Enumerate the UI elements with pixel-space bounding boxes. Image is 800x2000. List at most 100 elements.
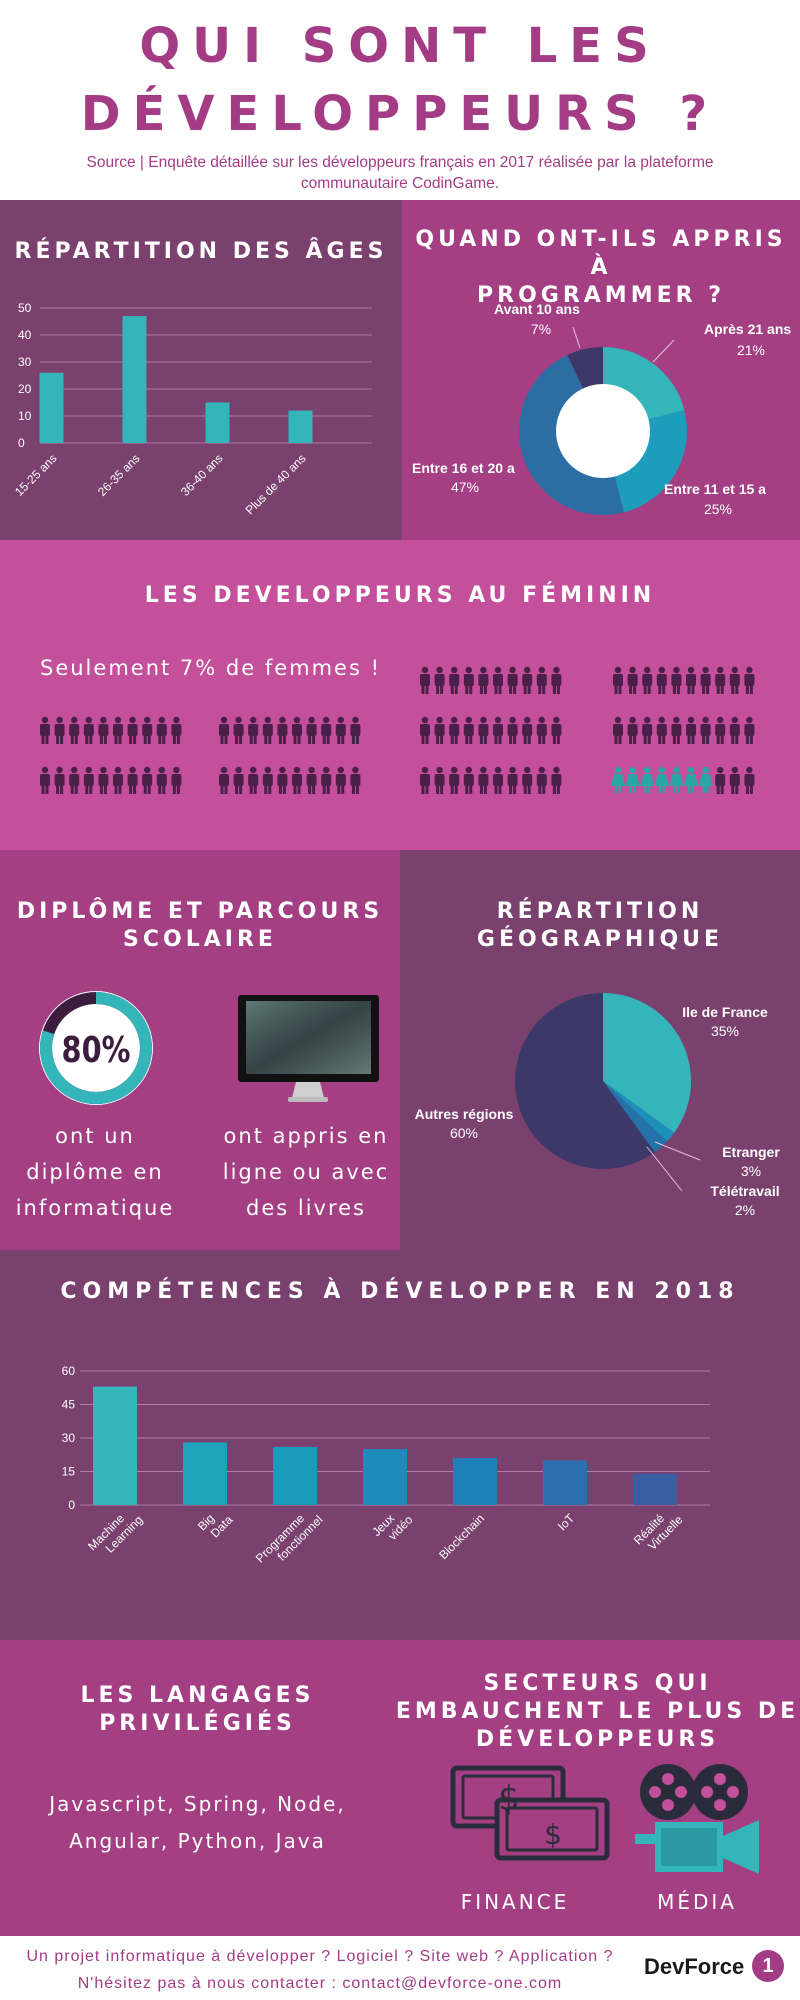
languages-panel: LES LANGAGES PRIVILÉGIÉS Javascript, Spr…	[0, 1640, 395, 1936]
skills-panel: COMPÉTENCES À DÉVELOPPER EN 2018 0 15 30 45…	[0, 1250, 800, 1640]
learning-text-line2: ligne ou avec	[222, 1160, 390, 1184]
money-icon: $ $	[450, 1765, 610, 1861]
skills-ytick: 30	[62, 1431, 76, 1445]
man-figure	[700, 716, 711, 744]
man-figure	[113, 766, 123, 794]
man-figure	[715, 716, 726, 744]
logo-badge: 1	[752, 1950, 784, 1982]
man-figure	[156, 716, 167, 744]
man-figure	[493, 716, 503, 744]
man-figure	[233, 766, 244, 794]
skills-title: COMPÉTENCES À DÉVELOPPER EN 2018	[60, 1279, 740, 1304]
man-figure	[522, 716, 533, 744]
label-autres: Autres régions	[415, 1106, 514, 1122]
languages-list: Javascript, Spring, Node, Angular, Pytho…	[0, 1786, 395, 1860]
man-figure	[98, 766, 109, 794]
man-figure	[292, 716, 302, 744]
women-title: LES DEVELOPPEURS AU FÉMININ	[144, 583, 656, 608]
sector-finance-label: FINANCE	[460, 1890, 570, 1914]
sectors-icons: $ $	[450, 1764, 759, 1874]
man-figure	[493, 766, 503, 794]
page-title-line1: QUI SONT LES	[139, 18, 661, 74]
man-figure	[277, 766, 288, 794]
ages-panel: RÉPARTITION DES ÂGES 0 10 20 30 40 50 15-25 an…	[0, 200, 402, 540]
man-figure	[292, 766, 302, 794]
skills-xtick: Blockchain	[436, 1511, 487, 1562]
man-figure	[434, 716, 445, 744]
geo-slice	[603, 1081, 675, 1142]
man-figure	[127, 716, 138, 744]
skills-xtick: IoT	[555, 1511, 578, 1534]
skills-ytick: 60	[62, 1364, 76, 1378]
ages-title: RÉPARTITION DES ÂGES	[14, 239, 388, 264]
man-figure	[449, 666, 460, 694]
man-figure	[156, 766, 167, 794]
sectors-title: SECTEURS QUI EMBAUCHENT LE PLUS DE DÉVEL…	[395, 1670, 800, 1754]
woman-figure	[669, 766, 684, 793]
man-figure	[478, 716, 489, 744]
diploma-text-line1: ont un	[55, 1124, 135, 1148]
man-figure	[350, 716, 361, 744]
label-11-15: Entre 11 et 15 a	[664, 481, 766, 497]
diploma-panel: DIPLÔME ET PARCOURS SCOLAIRE 80% ont un …	[0, 850, 400, 1250]
women-panel: LES DEVELOPPEURS AU FÉMININ Seulement 7%…	[0, 540, 800, 850]
ages-bar	[39, 372, 64, 443]
label-16-20: Entre 16 et 20 a	[412, 460, 515, 476]
man-figure	[98, 716, 109, 744]
man-figure	[40, 716, 50, 744]
geo-labels: Ile de France 35% Etranger 3% Télétravai…	[415, 1004, 781, 1218]
pct-idf: 35%	[711, 1023, 739, 1039]
man-figure	[262, 766, 273, 794]
leader-teletravail	[646, 1146, 683, 1192]
man-figure	[656, 716, 667, 744]
man-figure	[69, 766, 80, 794]
woman-figure	[654, 766, 669, 793]
ages-xtick: Plus de 40 ans	[243, 451, 309, 517]
diploma-text: ont un diplôme en informatique	[0, 1118, 190, 1226]
source-note: Source | Enquête détaillée sur les dével…	[20, 152, 780, 194]
skills-bar	[363, 1449, 407, 1505]
languages-title: LES LANGAGES PRIVILÉGIÉS	[0, 1682, 395, 1738]
progress-ring-center	[53, 1005, 139, 1091]
diploma-text-line3: informatique	[15, 1196, 175, 1220]
ages-bar-chart: 0 10 20 30 40 50 15-25 ans 26-35 ans 36-40 ans Pl…	[12, 301, 372, 517]
learn-title-line1: QUAND ONT-ILS APPRIS À	[415, 227, 787, 280]
learn-donut-chart: Avant 10 ans 7% Après 21 ans 21% Entre 1…	[412, 301, 791, 517]
geo-slice	[515, 993, 655, 1169]
geo-slice	[603, 1081, 668, 1153]
man-figure	[463, 716, 474, 744]
learn-panel: QUAND ONT-ILS APPRIS À PROGRAMMER ? Avan…	[402, 200, 800, 540]
man-figure	[434, 666, 445, 694]
sector-media-label: MÉDIA	[657, 1890, 737, 1914]
man-figure	[656, 666, 667, 694]
learn-title: QUAND ONT-ILS APPRIS À PROGRAMMER ?	[402, 226, 800, 310]
label-avant10: Avant 10 ans	[494, 301, 580, 317]
ages-ytick: 10	[18, 409, 32, 423]
skills-xtick: BigData	[195, 1503, 236, 1544]
languages-title-line1: LES LANGAGES	[80, 1683, 315, 1708]
pct-teletravail: 2%	[735, 1202, 755, 1218]
skills-ytick: 15	[62, 1465, 76, 1479]
woman-figure	[611, 766, 625, 793]
learn-hole	[556, 384, 650, 478]
man-figure	[248, 716, 259, 744]
ages-ytick: 0	[18, 436, 25, 450]
devforce-logo[interactable]: DevForce 1	[644, 1950, 794, 1984]
man-figure	[83, 716, 94, 744]
man-figure	[335, 716, 346, 744]
man-figure	[744, 666, 755, 694]
geo-slice	[603, 993, 691, 1133]
woman-figure	[640, 766, 655, 793]
man-figure	[744, 766, 755, 794]
woman-figure	[625, 766, 640, 793]
learning-text-line1: ont appris en	[223, 1124, 389, 1148]
man-figure	[507, 716, 518, 744]
diploma-graphics: 80%	[39, 991, 379, 1105]
man-figure	[642, 666, 653, 694]
man-figure	[522, 666, 533, 694]
pct-etranger: 3%	[741, 1163, 761, 1179]
man-figure	[551, 766, 562, 794]
progress-percent: 80%	[62, 1029, 131, 1071]
label-etranger: Etranger	[722, 1144, 780, 1160]
logo-text: DevForce	[644, 1954, 745, 1979]
